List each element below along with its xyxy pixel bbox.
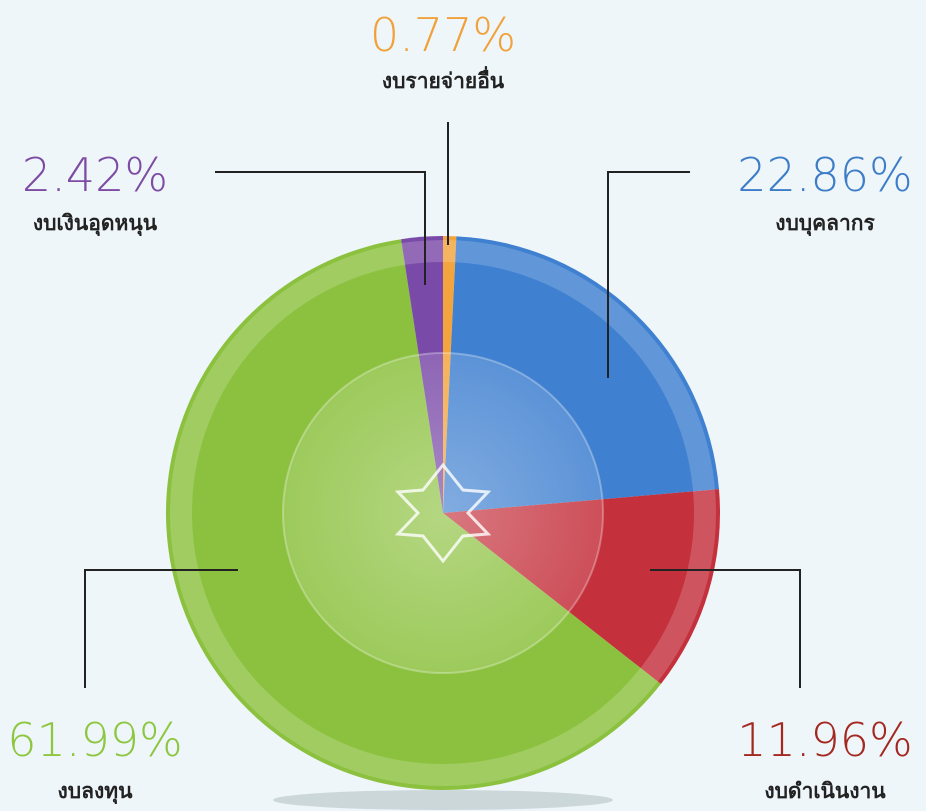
value-label: 11.96% (737, 713, 912, 767)
value-label: 0.77% (370, 8, 516, 62)
value-label: 22.86% (737, 148, 912, 202)
category-label: งบดำเนินงาน (764, 779, 886, 803)
rim (170, 240, 716, 786)
category-label: งบเงินอุดหนุน (33, 211, 158, 237)
category-label: งบลงทุน (58, 779, 134, 805)
center-icon (394, 462, 492, 564)
leader-lines (84, 122, 801, 688)
category-label: งบรายจ่ายอื่น (382, 65, 505, 93)
value-label: 61.99% (7, 713, 182, 767)
category-label: งบบุคลากร (775, 211, 875, 237)
value-label: 2.42% (22, 148, 168, 202)
inner-circle (282, 352, 604, 674)
shadow (273, 790, 613, 810)
labels: 0.77% งบรายจ่ายอื่น 22.86% งบบุคลากร 11.96% ง… (7, 8, 912, 805)
